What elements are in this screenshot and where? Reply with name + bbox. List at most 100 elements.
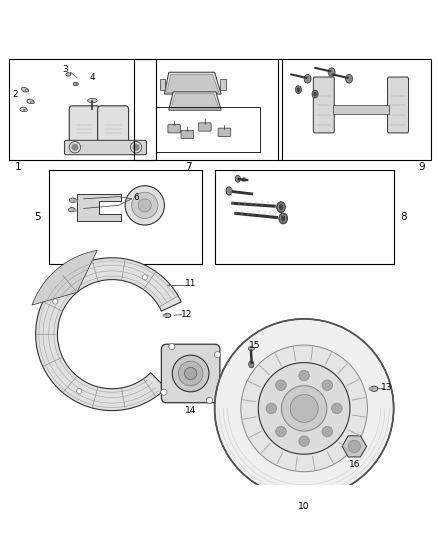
Ellipse shape (66, 72, 71, 76)
Bar (155, 107, 261, 152)
Bar (278, 59, 431, 159)
Polygon shape (77, 195, 121, 221)
Text: 11: 11 (185, 279, 196, 288)
Text: 15: 15 (249, 341, 261, 350)
Ellipse shape (68, 207, 75, 212)
Circle shape (332, 403, 342, 414)
Ellipse shape (73, 200, 78, 203)
FancyBboxPatch shape (168, 125, 180, 133)
FancyBboxPatch shape (64, 140, 147, 155)
Circle shape (241, 345, 367, 472)
Circle shape (125, 185, 164, 225)
Ellipse shape (25, 89, 29, 92)
Circle shape (290, 394, 318, 422)
Text: 5: 5 (35, 212, 41, 222)
Bar (332, 105, 389, 114)
Ellipse shape (20, 107, 27, 111)
Circle shape (172, 355, 209, 392)
Ellipse shape (346, 75, 353, 83)
Polygon shape (35, 258, 181, 410)
Polygon shape (32, 251, 97, 305)
Circle shape (206, 397, 212, 403)
Circle shape (322, 426, 332, 437)
Text: 2: 2 (12, 90, 18, 99)
Text: 3: 3 (63, 64, 68, 74)
Circle shape (282, 386, 327, 431)
Ellipse shape (279, 204, 284, 211)
FancyBboxPatch shape (98, 106, 129, 146)
Circle shape (322, 380, 332, 391)
Circle shape (299, 436, 309, 446)
FancyBboxPatch shape (181, 130, 194, 139)
Polygon shape (169, 92, 221, 110)
Circle shape (142, 275, 148, 280)
Circle shape (276, 380, 286, 391)
Circle shape (266, 403, 277, 414)
Ellipse shape (295, 86, 301, 94)
Circle shape (53, 299, 58, 304)
Ellipse shape (248, 346, 254, 351)
Text: 9: 9 (419, 163, 425, 172)
Circle shape (258, 362, 350, 454)
Ellipse shape (69, 198, 76, 203)
Ellipse shape (312, 90, 318, 98)
Text: 12: 12 (180, 310, 192, 319)
Ellipse shape (279, 213, 288, 224)
Circle shape (178, 361, 203, 386)
Ellipse shape (242, 177, 246, 182)
Ellipse shape (88, 99, 97, 103)
FancyBboxPatch shape (198, 123, 211, 131)
Bar (49, 171, 201, 264)
Circle shape (133, 144, 140, 151)
FancyBboxPatch shape (69, 106, 100, 146)
Text: 4: 4 (89, 74, 95, 83)
Text: 13: 13 (381, 383, 393, 392)
Circle shape (299, 370, 309, 381)
FancyBboxPatch shape (388, 77, 409, 133)
Circle shape (71, 144, 78, 151)
Bar (220, 79, 226, 90)
Ellipse shape (297, 87, 300, 92)
FancyBboxPatch shape (218, 128, 231, 136)
Circle shape (138, 199, 151, 212)
Text: 6: 6 (134, 193, 140, 203)
Ellipse shape (281, 215, 286, 222)
Text: 14: 14 (185, 406, 196, 415)
Ellipse shape (73, 82, 78, 86)
Polygon shape (166, 75, 219, 93)
Bar (160, 79, 165, 90)
Ellipse shape (277, 201, 286, 213)
Ellipse shape (304, 75, 311, 83)
Text: 8: 8 (400, 212, 406, 222)
Circle shape (77, 388, 82, 393)
Bar (215, 171, 394, 264)
Circle shape (132, 192, 158, 219)
Circle shape (184, 367, 197, 379)
Bar (10, 59, 155, 159)
Polygon shape (164, 72, 221, 94)
Text: 7: 7 (185, 163, 192, 172)
Ellipse shape (164, 313, 171, 318)
Ellipse shape (313, 92, 317, 96)
Polygon shape (171, 94, 219, 109)
Circle shape (276, 426, 286, 437)
Circle shape (169, 344, 175, 350)
Ellipse shape (235, 175, 240, 182)
Ellipse shape (72, 209, 77, 212)
Ellipse shape (226, 187, 232, 195)
Circle shape (214, 352, 220, 358)
Ellipse shape (369, 387, 373, 390)
Ellipse shape (31, 101, 35, 104)
Circle shape (348, 440, 360, 453)
Text: 1: 1 (15, 163, 21, 172)
Bar (134, 59, 283, 159)
Ellipse shape (249, 361, 254, 368)
Circle shape (161, 389, 167, 395)
FancyBboxPatch shape (161, 344, 220, 403)
FancyBboxPatch shape (313, 77, 334, 133)
Ellipse shape (27, 99, 34, 104)
Ellipse shape (21, 87, 28, 92)
Text: 16: 16 (349, 460, 360, 469)
Circle shape (215, 319, 394, 498)
Text: 10: 10 (298, 502, 310, 511)
